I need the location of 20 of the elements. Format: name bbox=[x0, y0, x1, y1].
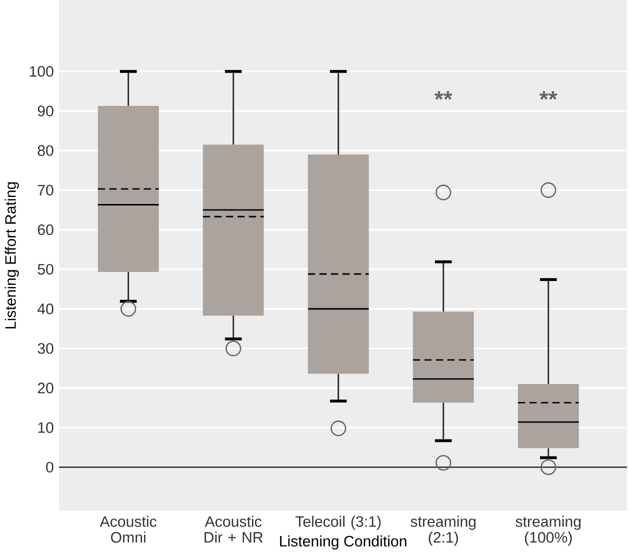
y-axis-title: Listening Effort Rating bbox=[4, 182, 19, 328]
y-tick-label: 10 bbox=[38, 422, 54, 433]
y-tick-label: 50 bbox=[38, 264, 54, 274]
x-tick-label: Telecoil (3:1) bbox=[295, 516, 381, 530]
x-axis-title: Listening Condition bbox=[280, 535, 406, 550]
y-tick-label: 100 bbox=[30, 66, 54, 77]
y-tick-label: 80 bbox=[38, 145, 54, 156]
x-tick-label: Acoustic Omni bbox=[100, 516, 156, 543]
y-tick-label: 30 bbox=[38, 342, 54, 354]
y-tick-label: 40 bbox=[37, 303, 54, 314]
x-tick-label: streaming (100%) bbox=[516, 516, 581, 546]
y-tick-label: 0 bbox=[46, 462, 54, 472]
x-tick-label: Acoustic Dir + NR bbox=[204, 516, 263, 542]
y-tick-label: 70 bbox=[38, 184, 54, 196]
x-tick-label: streaming (2:1) bbox=[410, 516, 476, 546]
y-tick-label: 90 bbox=[38, 105, 54, 116]
y-tick-label: 20 bbox=[38, 382, 54, 394]
annotation: ** bbox=[434, 91, 452, 100]
annotation: ** bbox=[539, 91, 558, 100]
y-tick-label: 60 bbox=[38, 224, 54, 235]
